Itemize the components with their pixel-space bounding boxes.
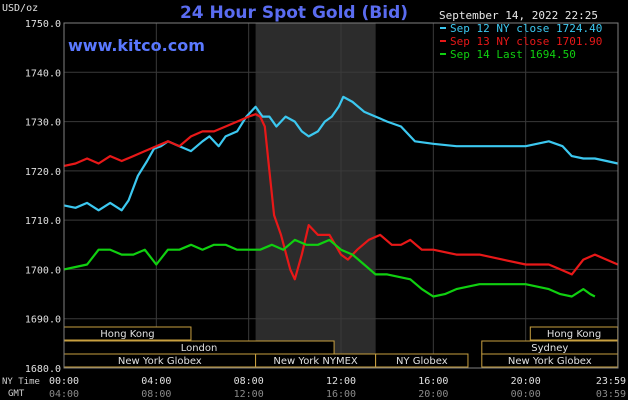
session-box — [375, 353, 469, 368]
x-tick-label-gmt: 16:00 — [326, 389, 356, 400]
y-tick-label: 1700.0 — [25, 265, 61, 276]
y-tick-label: 1740.0 — [25, 68, 61, 79]
x-tick-label-gmt: 08:00 — [141, 389, 171, 400]
series-line-1 — [63, 113, 619, 281]
timestamp: September 14, 2022 22:25 — [439, 9, 598, 22]
plot-frame — [63, 22, 619, 369]
gmt-row-label: GMT — [8, 389, 25, 399]
session-label: New York NYMEX — [273, 356, 358, 367]
series-lines — [63, 95, 619, 298]
session-label: Sydney — [531, 343, 568, 354]
x-tick-label-ny: 12:00 — [326, 376, 356, 387]
y-tick-label: 1750.0 — [25, 19, 61, 30]
session-label: Hong Kong — [547, 329, 601, 340]
nymex-shaded-region — [255, 23, 376, 368]
x-tick-label-gmt: 04:00 — [49, 389, 79, 400]
y-tick-label: 1720.0 — [25, 167, 61, 178]
legend-entry: Sep 13 NY close 1701.90 — [450, 35, 602, 48]
x-tick-label-ny: 23:59 — [596, 376, 626, 387]
ny-time-row-label: NY Time — [2, 377, 40, 387]
session-label: Hong Kong — [100, 329, 154, 340]
x-tick-label-gmt: 12:00 — [234, 389, 264, 400]
market-sessions: Hong Kong Hong Kong London Sydney New York G… — [63, 326, 619, 368]
x-tick-label-ny: 16:00 — [418, 376, 448, 387]
x-tick-label-ny: 00:00 — [49, 376, 79, 387]
x-tick-label-ny: 08:00 — [234, 376, 264, 387]
series-line-2 — [63, 238, 596, 298]
y-tick-label: 1690.0 — [25, 315, 61, 326]
session-label: NY Globex — [396, 356, 448, 367]
x-tick-label-ny: 20:00 — [511, 376, 541, 387]
y-tick-label: 1680.0 — [25, 364, 61, 375]
session-label: New York Globex — [508, 356, 592, 367]
x-tick-label-ny: 04:00 — [141, 376, 171, 387]
y-tick-label: 1730.0 — [25, 118, 61, 129]
series-line-0 — [63, 95, 619, 212]
x-tick-label-gmt: 00:00 — [511, 389, 541, 400]
session-label: New York Globex — [118, 356, 202, 367]
x-tick-labels: 00:00 04:00 04:00 08:00 08:00 12:00 12:00 16:00… — [49, 376, 626, 400]
y-tick-labels: 1680.0 1690.0 1700.0 1710.0 1720.0 1730.0 1740… — [25, 19, 61, 375]
x-tick-label-gmt: 03:59 — [596, 389, 626, 400]
session-label: London — [181, 343, 218, 354]
y-tick-label: 1710.0 — [25, 216, 61, 227]
legend-entry: Sep 14 Last 1694.50 — [450, 48, 576, 61]
x-tick-label-gmt: 20:00 — [418, 389, 448, 400]
y-axis-label: USD/oz — [2, 3, 38, 14]
chart-title: 24 Hour Spot Gold (Bid) — [180, 3, 408, 23]
legend-entry: Sep 12 NY close 1724.40 — [450, 22, 602, 35]
watermark: www.kitco.com — [68, 36, 205, 55]
